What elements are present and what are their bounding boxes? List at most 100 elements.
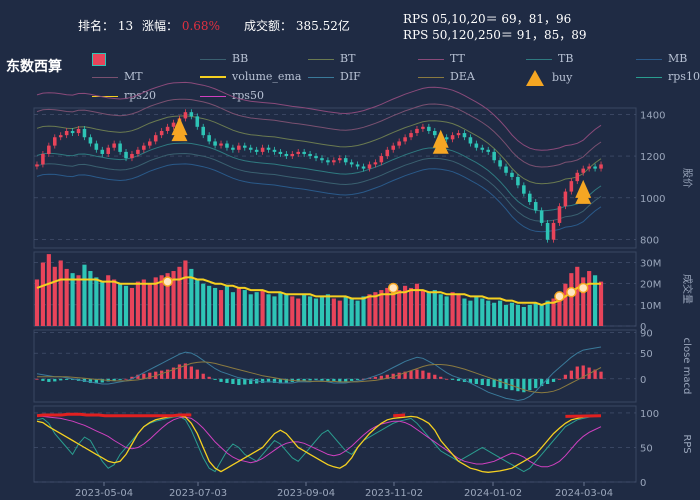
legend-swatch — [200, 76, 226, 78]
macd-hist-bar — [593, 369, 597, 379]
macd-hist-bar — [100, 378, 104, 383]
volume-bar — [118, 283, 123, 326]
macd-hist-bar — [112, 378, 116, 381]
volume-bar — [503, 304, 509, 326]
legend-swatch — [92, 95, 118, 97]
y-tick-label: 100 — [640, 409, 659, 420]
macd-hist-bar — [189, 366, 193, 379]
volume-bar — [129, 287, 135, 326]
y-tick-label: 50 — [640, 349, 653, 360]
legend-item: BB — [200, 52, 248, 65]
candle-body — [112, 143, 116, 148]
band-bt — [36, 115, 602, 185]
legend-label: TB — [558, 52, 574, 65]
volume-bar — [278, 292, 283, 326]
candle-body — [82, 128, 87, 138]
legend-item: DIF — [308, 70, 361, 83]
candle-body — [76, 128, 81, 134]
candle-body — [153, 135, 158, 142]
legend-swatch — [200, 95, 226, 97]
legend-swatch — [526, 70, 544, 86]
macd-hist-bar — [272, 378, 277, 383]
volume-bar — [88, 271, 93, 326]
y-axis-label: RPS — [681, 434, 692, 453]
volume-bar — [367, 294, 372, 326]
macd-hist-bar — [427, 372, 431, 379]
legend-label: volume_ema — [232, 70, 302, 83]
candle-body — [581, 168, 585, 173]
volume-bar — [248, 294, 253, 326]
candle-body — [332, 160, 336, 163]
macd-hist-bar — [302, 378, 306, 381]
candle-body — [201, 126, 205, 136]
volume-bar — [266, 294, 271, 326]
volume-bar — [224, 285, 230, 326]
macd-hist-bar — [516, 378, 520, 392]
volume-bar — [569, 273, 574, 326]
volume-bar — [308, 296, 313, 326]
volume-bar — [135, 281, 140, 326]
turnover-stat: 成交额： 385.52亿 — [244, 17, 350, 34]
legend-swatch — [308, 58, 334, 60]
volume-bar — [587, 271, 592, 326]
macd-hist-bar — [528, 378, 532, 391]
macd-hist-bar — [266, 378, 271, 383]
candle-body — [171, 122, 176, 127]
candle-body — [528, 193, 532, 203]
rps-short-stat: RPS 05,10,20＝ 69，81，96 — [403, 10, 571, 27]
legend-swatch — [92, 52, 106, 66]
candle-body — [248, 147, 253, 150]
candle-body — [58, 135, 63, 138]
macd-hist-bar — [522, 378, 526, 393]
rank-stat: 排名： 13 — [78, 17, 133, 34]
macd-hist-bar — [160, 370, 164, 379]
macd-hist-bar — [195, 369, 199, 379]
macd-hist-bar — [397, 372, 401, 379]
y-tick-label: 800 — [640, 236, 659, 247]
candle-body — [444, 137, 449, 140]
volume-bar — [492, 302, 497, 326]
volume-bar — [373, 292, 378, 326]
candle-body — [397, 141, 401, 146]
macd-hist-bar — [59, 378, 63, 381]
macd-hist-bar — [373, 376, 378, 379]
volume-bar — [201, 283, 206, 326]
volume-bar — [521, 306, 526, 326]
volume-bar — [313, 298, 319, 326]
macd-hist-bar — [213, 378, 217, 380]
legend-swatch — [308, 76, 334, 78]
change-value: 0.68% — [181, 19, 220, 33]
rank-label: 排名： — [78, 19, 115, 33]
band-mb — [36, 163, 602, 233]
legend-item: TT — [418, 52, 465, 65]
volume-bar — [432, 290, 437, 326]
volume-bar — [414, 283, 420, 326]
candle-body — [47, 145, 51, 154]
macd-hist-bar — [468, 378, 473, 383]
rank-value: 13 — [117, 19, 134, 33]
candle-body — [225, 143, 229, 148]
volume-bar — [230, 292, 235, 326]
candle-body — [551, 222, 556, 240]
volume-bar — [355, 300, 360, 326]
y-tick-label: 0 — [640, 322, 646, 333]
macd-hist-bar — [237, 378, 241, 386]
candle-body — [409, 133, 413, 138]
macd-hist-bar — [456, 378, 461, 381]
candle-body — [379, 156, 384, 163]
volume-bar — [207, 285, 212, 326]
candle-body — [94, 143, 99, 150]
candle-body — [593, 166, 597, 169]
legend-label: rps10 — [668, 70, 700, 83]
macd-hist-bar — [165, 369, 170, 379]
rps-long-label: RPS 50,120,250＝ — [403, 28, 513, 42]
change-label: 涨幅： — [142, 19, 179, 33]
band-bb — [36, 152, 602, 222]
volume-bar — [171, 271, 176, 326]
volume-bar — [337, 300, 342, 326]
volume-bar — [462, 298, 467, 326]
volume-bar — [58, 260, 63, 326]
volume-bar — [284, 294, 289, 326]
candle-body — [522, 185, 526, 194]
candle-body — [278, 151, 283, 154]
